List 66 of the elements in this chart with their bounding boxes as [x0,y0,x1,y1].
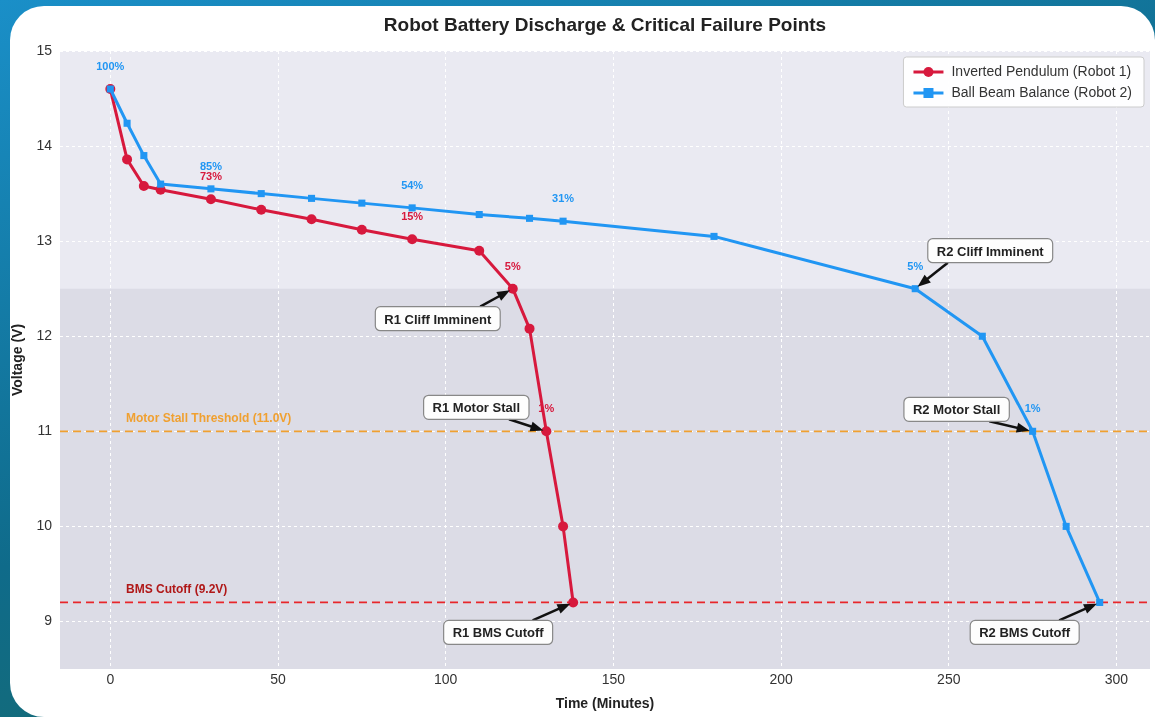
point [474,245,485,256]
chart-title: Robot Battery Discharge & Critical Failure Points [383,14,827,36]
annotation: R2 BMS Cutoff [979,625,1071,641]
annotation: R1 BMS Cutoff [452,625,545,641]
annotation: R2 Motor Stall [912,402,1001,418]
x-tick-label: 100 [434,671,458,688]
x-tick-label: 250 [937,671,961,688]
point [123,119,131,127]
point [978,332,986,340]
point [122,154,133,165]
point [140,152,148,160]
annotation: R1 Motor Stall [432,400,521,416]
annotation: 15% [401,210,424,223]
annotation: R1 Cliff Imminent [384,311,492,327]
ref-line-label: BMS Cutoff (9.2V) [126,581,228,596]
point [558,521,569,532]
ref-line-label: Motor Stall Threshold (11.0V) [126,410,292,425]
point [257,190,265,198]
annotation: 54% [401,178,424,191]
point [256,204,267,215]
annotation: 85% [199,159,223,172]
point [308,194,316,202]
annotation: 5% [907,259,924,272]
legend-label: Inverted Pendulum (Robot 1) [951,62,1132,79]
x-tick-label: 300 [1104,671,1129,688]
x-axis-title: Time (Minutes) [555,695,655,712]
y-tick-label: 14 [36,136,53,153]
x-tick-label: 50 [270,671,286,688]
y-tick-label: 11 [37,422,53,439]
x-tick-label: 200 [769,671,793,688]
point [356,224,367,235]
annotation: 1% [1024,402,1041,415]
point [559,217,567,225]
point [524,323,535,334]
point [207,185,215,193]
point [475,211,483,219]
point [541,426,552,437]
annotation: 100% [96,60,125,73]
point [306,214,317,225]
point [205,194,216,205]
point [710,232,718,240]
point [568,597,579,608]
y-tick-label: 9 [44,612,53,629]
point [526,214,534,222]
x-tick-label: 0 [106,671,115,688]
annotation: 31% [552,192,575,205]
point [911,285,919,293]
point [358,199,366,207]
point [408,204,416,212]
point [1029,427,1037,435]
annotation: 73% [199,170,223,183]
annotation: 5% [504,259,521,272]
x-tick-label: 150 [601,671,626,688]
point [507,283,518,294]
point [157,180,165,188]
y-axis-title: Voltage (V) [9,323,26,397]
y-tick-label: 13 [36,232,53,249]
point [407,234,418,245]
y-tick-label: 10 [36,517,53,534]
annotation: R2 Cliff Imminent [936,243,1045,259]
point [138,181,149,192]
y-tick-label: 12 [36,327,53,344]
point [1062,522,1070,530]
legend-label: Ball Beam Balance (Robot 2) [951,83,1133,100]
point [1096,598,1104,606]
y-tick-label: 15 [36,41,53,58]
